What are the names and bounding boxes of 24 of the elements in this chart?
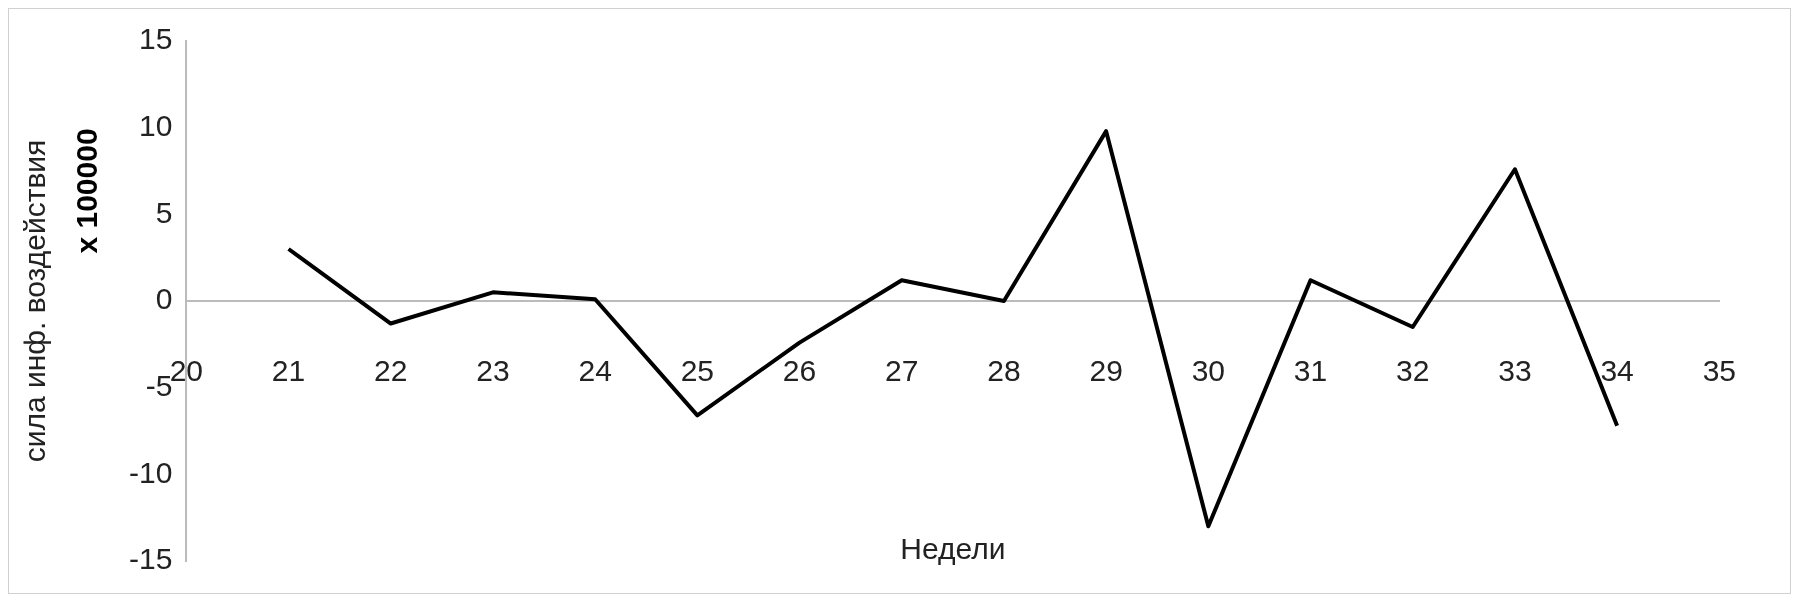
text: x 100000: [70, 128, 104, 254]
x-tick-label: 23: [476, 354, 510, 388]
x-tick-label: 27: [885, 354, 919, 388]
x-tick-label: 34: [1600, 354, 1634, 388]
y-tick-label: 10: [138, 108, 173, 142]
x-tick-label: 24: [578, 354, 612, 388]
x-tick-label: 26: [782, 354, 817, 388]
y-tick-label: -15: [129, 542, 173, 576]
x-tick-label: 21: [271, 354, 306, 388]
x-tick-label: 32: [1396, 354, 1430, 388]
x-tick-label: 22: [374, 354, 408, 388]
y-tick-label: -10: [129, 455, 173, 489]
y-tick-label: 0: [155, 282, 173, 316]
x-tick-label: 28: [987, 354, 1021, 388]
x-tick-label: 29: [1089, 354, 1123, 388]
y-axis-title: сила инф. воздействия: [18, 139, 52, 463]
x-tick-label: 25: [680, 354, 715, 388]
x-tick-label: 31: [1293, 354, 1328, 388]
y-tick-label: 5: [155, 195, 173, 229]
x-axis-title: Недели: [900, 532, 1006, 566]
x-tick-label: 33: [1498, 354, 1532, 388]
x-tick-label: 30: [1191, 354, 1226, 388]
x-tick-label: 35: [1702, 354, 1736, 388]
y-tick-label: 15: [138, 22, 173, 56]
